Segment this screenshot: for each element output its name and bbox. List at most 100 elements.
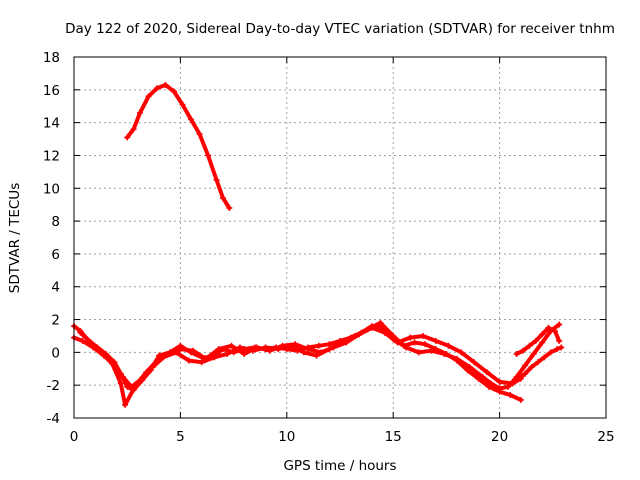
data-point [79, 337, 86, 344]
data-point [377, 319, 384, 326]
data-point [215, 346, 222, 353]
data-point [190, 347, 197, 354]
data-point [545, 324, 552, 331]
data-point [496, 378, 503, 385]
chart-title: Day 122 of 2020, Sidereal Day-to-day VTE… [65, 21, 615, 37]
y-tick-label: 2 [51, 313, 60, 329]
y-tick-label: 0 [51, 345, 60, 361]
data-point [224, 351, 231, 358]
data-point [407, 334, 414, 341]
data-point [554, 346, 561, 353]
data-point [136, 109, 143, 116]
grid-lines [74, 57, 606, 418]
series-arc-high [124, 81, 233, 211]
data-point [124, 134, 131, 141]
data-point [211, 354, 218, 361]
data-point [488, 380, 495, 387]
x-tick-label: 10 [278, 429, 295, 445]
data-point [305, 346, 312, 353]
data-point [188, 116, 195, 123]
data-point [558, 344, 565, 351]
data-point [539, 331, 546, 338]
data-point [432, 337, 439, 344]
data-point [526, 342, 533, 349]
data-point [177, 346, 184, 353]
data-point [428, 347, 435, 354]
data-point [530, 351, 537, 358]
series-line [125, 82, 232, 210]
data-point [153, 85, 160, 92]
plot-frame [73, 56, 607, 419]
y-tick-label: 12 [43, 148, 60, 164]
data-point [556, 337, 563, 344]
data-point [279, 342, 286, 349]
x-tick-label: 0 [70, 429, 79, 445]
y-tick-label: -2 [47, 378, 60, 394]
data-point [117, 380, 124, 387]
data-point [475, 375, 482, 382]
data-point [196, 131, 203, 138]
data-point [419, 332, 426, 339]
data-point [547, 349, 554, 356]
data-point [415, 349, 422, 356]
x-tick-label: 5 [176, 429, 185, 445]
data-point [171, 88, 178, 95]
series-line [72, 324, 523, 402]
data-point [454, 355, 461, 362]
y-tick-label: 16 [43, 83, 60, 99]
data-point [466, 364, 473, 371]
data-point [254, 344, 261, 351]
data-point [185, 357, 192, 364]
series-track-1 [71, 323, 524, 403]
data-point [219, 195, 226, 202]
data-point [422, 341, 429, 348]
data-point [556, 321, 563, 328]
data-point [228, 342, 235, 349]
data-point [300, 349, 307, 356]
data-point [109, 360, 116, 367]
data-point [479, 373, 486, 380]
data-point [119, 373, 126, 380]
data-point [226, 204, 233, 211]
y-tick-label: -4 [47, 411, 60, 427]
data-point [509, 380, 516, 387]
data-point [534, 359, 541, 366]
data-point [471, 359, 478, 366]
data-point [532, 337, 539, 344]
y-tick-label: 14 [43, 116, 60, 132]
data-point [464, 367, 471, 374]
data-point [402, 344, 409, 351]
data-point [541, 354, 548, 361]
x-tick-label: 25 [597, 429, 614, 445]
data-point [77, 329, 84, 336]
data-point [394, 339, 401, 346]
data-point [522, 362, 529, 369]
data-point [522, 370, 529, 377]
data-point [292, 341, 299, 348]
data-point [241, 351, 248, 358]
data-point [145, 93, 152, 100]
data-point [164, 351, 171, 358]
y-axis-label: SDTVAR / TECUs [7, 183, 23, 293]
data-point [356, 331, 363, 338]
data-point [179, 101, 186, 108]
data-point [202, 355, 209, 362]
data-point [343, 339, 350, 346]
y-tick-label: 18 [43, 50, 60, 66]
data-point [517, 396, 524, 403]
data-point [330, 344, 337, 351]
series-track-3 [77, 324, 524, 408]
data-point [483, 369, 490, 376]
data-point [485, 383, 492, 390]
data-point [153, 357, 160, 364]
y-tick-label: 4 [51, 280, 60, 296]
data-point [520, 347, 527, 354]
data-point [266, 347, 273, 354]
data-point [445, 342, 452, 349]
data-point [539, 339, 546, 346]
x-axis-label: GPS time / hours [283, 458, 396, 474]
data-point [411, 339, 418, 346]
data-point [88, 339, 95, 346]
data-point [122, 401, 129, 408]
